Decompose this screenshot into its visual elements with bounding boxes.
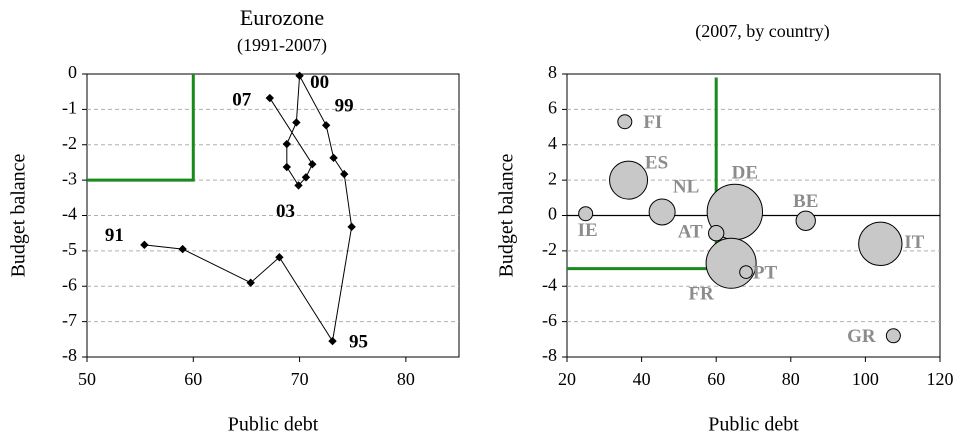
bubble-gr — [885, 328, 901, 344]
bubble-fi — [617, 114, 633, 130]
y-tick-label: 8 — [548, 62, 557, 82]
y-tick-label: -6 — [62, 274, 77, 294]
year-annotation: 99 — [335, 96, 354, 117]
year-annotation: 95 — [349, 331, 368, 352]
bubble-pt — [739, 265, 753, 279]
data-point — [308, 160, 317, 169]
country-label-it: IT — [904, 232, 924, 253]
y-tick-label: 2 — [548, 168, 557, 188]
y-tick-label: -6 — [542, 310, 557, 330]
y-axis-label: Budget balance — [496, 153, 518, 277]
data-point — [265, 93, 275, 103]
y-tick-label: -4 — [62, 204, 77, 224]
x-tick-label: 40 — [633, 369, 651, 389]
bubble-es — [609, 160, 649, 200]
year-annotation: 91 — [105, 225, 124, 246]
bubble-fr — [705, 237, 757, 289]
chart-1 — [82, 71, 460, 362]
y-tick-label: -3 — [62, 168, 77, 188]
data-point — [347, 222, 356, 232]
country-label-fi: FI — [643, 112, 662, 133]
country-label-at: AT — [678, 222, 703, 243]
chart-title: Eurozone — [240, 5, 324, 30]
y-tick-label: -2 — [542, 239, 557, 259]
data-point — [246, 278, 255, 287]
year-annotation: 03 — [276, 201, 295, 222]
country-label-de: DE — [732, 162, 758, 183]
y-tick-label: -8 — [542, 345, 557, 365]
country-label-ie: IE — [578, 220, 598, 241]
data-point — [282, 139, 292, 149]
series-line — [144, 74, 353, 343]
data-point — [340, 169, 349, 179]
bubble-ie — [578, 206, 594, 222]
x-tick-label: 120 — [927, 369, 954, 389]
country-label-fr: FR — [688, 284, 714, 305]
x-tick-label: 20 — [558, 369, 576, 389]
country-label-pt: PT — [753, 262, 778, 283]
y-tick-label: -5 — [62, 239, 77, 259]
x-tick-label: 80 — [782, 369, 800, 389]
x-tick-label: 80 — [397, 369, 415, 389]
x-axis-label: Public debt — [228, 414, 319, 436]
x-tick-label: 60 — [184, 369, 202, 389]
data-point — [321, 121, 331, 130]
country-label-be: BE — [793, 191, 818, 212]
bubble-at — [708, 225, 725, 242]
y-tick-label: 4 — [548, 133, 557, 153]
bubble-be — [795, 210, 816, 231]
chart-2 — [562, 73, 941, 362]
y-tick-label: 0 — [548, 204, 557, 224]
bubble-it — [858, 221, 903, 266]
x-tick-label: 50 — [78, 369, 96, 389]
chart-subtitle: (1991-2007) — [237, 35, 327, 56]
reference-line — [87, 74, 195, 182]
data-point — [329, 153, 338, 163]
country-label-es: ES — [645, 152, 668, 173]
y-tick-label: 0 — [68, 62, 77, 82]
country-label-gr: GR — [847, 326, 876, 347]
y-tick-label: -2 — [62, 133, 77, 153]
bubble-nl — [648, 198, 676, 226]
year-annotation: 07 — [232, 89, 252, 110]
data-point — [295, 71, 304, 80]
y-tick-label: -1 — [62, 98, 77, 118]
data-point — [140, 240, 149, 250]
data-point — [328, 336, 337, 346]
x-tick-label: 60 — [707, 369, 725, 389]
data-point — [178, 244, 187, 254]
data-point — [282, 162, 292, 172]
x-tick-label: 70 — [291, 369, 309, 389]
y-tick-label: -7 — [62, 310, 77, 330]
data-point — [294, 181, 303, 190]
x-tick-label: 100 — [852, 369, 879, 389]
x-axis-label: Public debt — [708, 414, 799, 436]
y-axis-label: Budget balance — [8, 153, 30, 277]
chart-subtitle: (2007, by country) — [695, 21, 829, 42]
year-annotation: 00 — [310, 72, 329, 93]
data-point — [292, 118, 301, 127]
data-point — [301, 173, 311, 182]
data-point — [275, 253, 284, 262]
y-tick-label: -4 — [542, 274, 557, 294]
y-tick-label: 6 — [548, 98, 557, 118]
y-tick-label: -8 — [62, 345, 77, 365]
country-label-nl: NL — [673, 176, 699, 197]
